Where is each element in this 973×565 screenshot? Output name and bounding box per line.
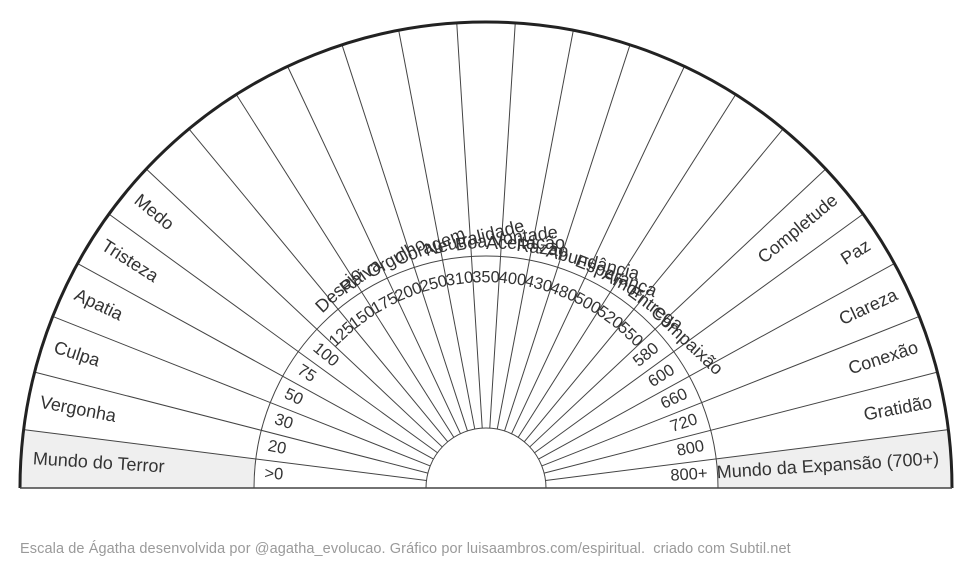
segment-label: Completude bbox=[754, 190, 842, 267]
segment-value: 310 bbox=[445, 268, 475, 289]
segment-value: 20 bbox=[266, 437, 287, 458]
segment-value: 30 bbox=[272, 410, 295, 433]
segment-value: 600 bbox=[645, 361, 678, 391]
segment-label: Vergonha bbox=[38, 392, 118, 426]
outer-arc bbox=[20, 22, 952, 488]
segment-label: Apatia bbox=[71, 285, 127, 325]
footer-sub: criado com Subtil.net bbox=[653, 541, 791, 557]
stage: Mundo do Terror>0Vergonha20Culpa30Apatia… bbox=[0, 0, 973, 565]
footer-main: Escala de Ágatha desenvolvida por @agath… bbox=[20, 541, 645, 557]
segment-value: >0 bbox=[264, 464, 284, 483]
segment-label: Culpa bbox=[52, 337, 104, 371]
segment-label: Paz bbox=[837, 235, 874, 269]
fan-chart: Mundo do Terror>0Vergonha20Culpa30Apatia… bbox=[0, 0, 973, 565]
segment-label: Clareza bbox=[836, 284, 902, 329]
segment-label: Gratidão bbox=[862, 392, 934, 425]
segment-value: 350 bbox=[472, 268, 500, 286]
segment-value: 800+ bbox=[670, 464, 708, 484]
segment-value: 50 bbox=[282, 385, 306, 409]
segment-label: Conexão bbox=[846, 337, 921, 378]
segment-label: Medo bbox=[131, 190, 178, 234]
segment-label: Tristeza bbox=[98, 235, 163, 286]
footer-credit: Escala de Ágatha desenvolvida por @agath… bbox=[20, 541, 791, 557]
segment-value: 800 bbox=[675, 437, 705, 460]
spoke bbox=[78, 264, 434, 460]
